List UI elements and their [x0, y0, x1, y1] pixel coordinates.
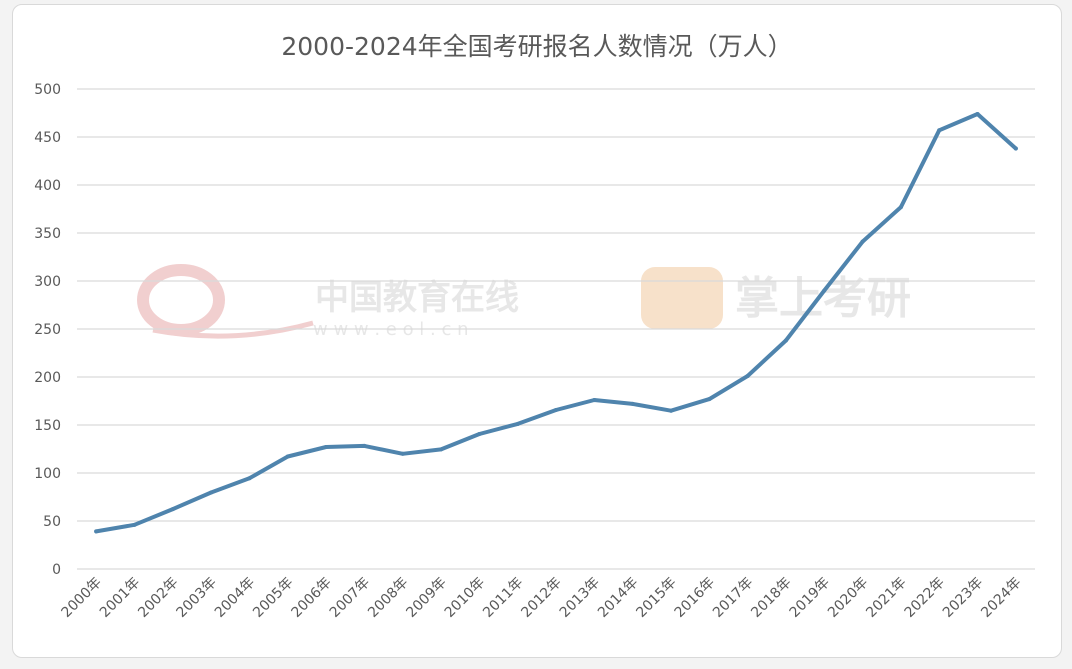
data-point	[630, 401, 635, 406]
data-point	[439, 447, 444, 452]
data-point	[860, 239, 865, 244]
x-tick-label: 2024年	[978, 575, 1024, 621]
data-point	[94, 529, 99, 534]
y-tick-label: 250	[34, 322, 61, 338]
data-point	[400, 451, 405, 456]
eol-logo-icon	[137, 264, 225, 336]
data-point	[937, 128, 942, 133]
x-tick-label: 2006年	[288, 575, 334, 621]
data-point	[515, 421, 520, 426]
y-tick-label: 0	[52, 562, 61, 578]
eol-logo-swoosh	[152, 320, 314, 339]
x-tick-label: 2003年	[174, 575, 220, 621]
x-tick-label: 2008年	[365, 575, 411, 621]
data-point	[1013, 146, 1018, 151]
data-point	[745, 374, 750, 379]
x-tick-label: 2011年	[480, 575, 526, 621]
x-tick-label: 2019年	[787, 575, 833, 621]
data-point	[668, 408, 673, 413]
x-tick-label: 2016年	[672, 575, 718, 621]
x-tick-label: 2010年	[442, 575, 488, 621]
data-point	[247, 476, 252, 481]
y-tick-label: 200	[34, 370, 61, 386]
data-point	[822, 288, 827, 293]
data-point	[477, 432, 482, 437]
x-tick-label: 2002年	[135, 575, 181, 621]
y-tick-label: 350	[34, 226, 61, 242]
chart-title: 2000-2024年全国考研报名人数情况（万人）	[281, 32, 793, 61]
x-tick-label: 2014年	[595, 575, 641, 621]
y-tick-label: 150	[34, 418, 61, 434]
zhangshang-logo-icon	[641, 267, 723, 329]
x-tick-label: 2015年	[633, 575, 679, 621]
x-tick-label: 2012年	[518, 575, 564, 621]
data-point	[285, 454, 290, 459]
chart-card: 2000-2024年全国考研报名人数情况（万人） 中国教育在线 w w w . e…	[12, 4, 1062, 658]
data-point	[592, 398, 597, 403]
data-point	[132, 522, 137, 527]
y-tick-label: 50	[43, 514, 61, 530]
data-point	[324, 444, 329, 449]
data-point	[209, 490, 214, 495]
y-tick-label: 450	[34, 130, 61, 146]
x-tick-label: 2020年	[825, 575, 871, 621]
y-tick-label: 500	[34, 82, 61, 98]
data-point	[554, 408, 558, 413]
y-tick-label: 100	[34, 466, 61, 482]
data-point	[707, 397, 712, 402]
data-point	[783, 338, 788, 343]
x-tick-label: 2005年	[250, 575, 296, 621]
data-point	[170, 507, 175, 512]
x-tick-label: 2004年	[212, 575, 258, 621]
x-tick-label: 2023年	[940, 575, 986, 621]
x-tick-label: 2013年	[557, 575, 603, 621]
y-tick-label: 300	[34, 274, 61, 290]
data-point	[362, 443, 367, 448]
x-tick-label: 2007年	[327, 575, 373, 621]
x-tick-label: 2017年	[710, 575, 756, 621]
x-tick-label: 2009年	[403, 575, 449, 621]
x-tick-label: 2021年	[863, 575, 909, 621]
x-tick-label: 2001年	[97, 575, 143, 621]
x-tick-label: 2022年	[902, 575, 948, 621]
y-tick-label: 400	[34, 178, 61, 194]
x-tick-label: 2018年	[748, 575, 794, 621]
data-point	[898, 205, 903, 210]
data-point	[975, 111, 980, 116]
watermark-left-text: 中国教育在线	[315, 278, 519, 318]
x-tick-label: 2000年	[59, 575, 105, 621]
